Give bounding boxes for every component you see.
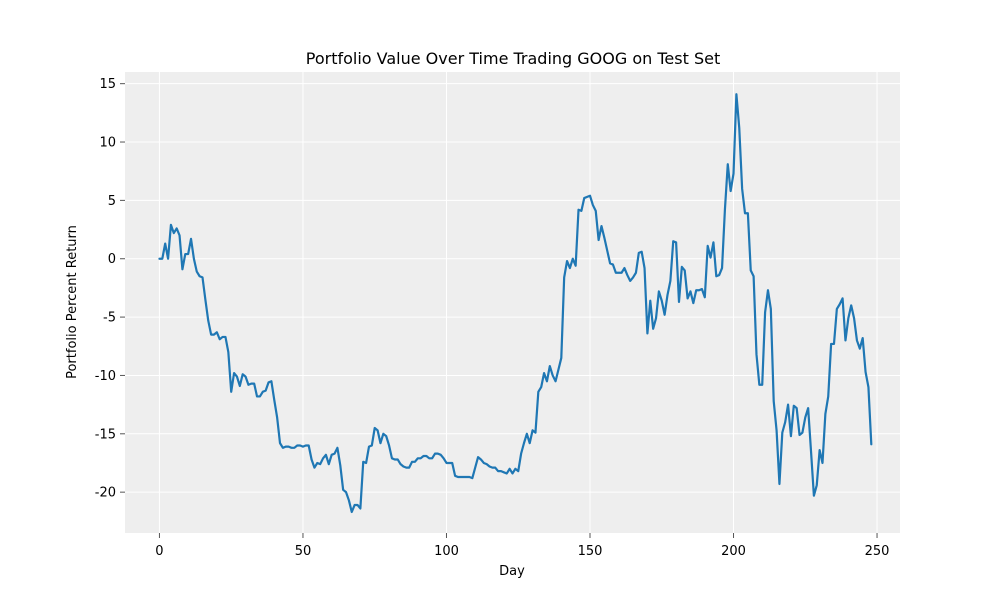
y-tick-label: -5 xyxy=(103,311,116,326)
series-line xyxy=(158,93,873,514)
x-axis-label: Day xyxy=(499,564,525,579)
plot-area xyxy=(125,72,900,533)
x-tick-label: 50 xyxy=(295,544,312,559)
y-tick-label: -20 xyxy=(95,486,116,501)
x-axis: 0 50 100 150 200 250 xyxy=(155,533,889,559)
x-tick-label: 0 xyxy=(155,544,163,559)
y-axis: -20 -15 -10 -5 0 5 10 15 xyxy=(95,77,125,501)
x-tick-label: 200 xyxy=(721,544,746,559)
y-tick-label: -15 xyxy=(95,427,116,442)
x-tick-label: 250 xyxy=(865,544,890,559)
chart-title: Portfolio Value Over Time Trading GOOG o… xyxy=(306,49,720,68)
series-layer xyxy=(158,93,873,514)
y-tick-label: 15 xyxy=(99,77,116,92)
y-tick-label: 5 xyxy=(108,194,116,209)
y-axis-label: Portfolio Percent Return xyxy=(65,225,80,379)
x-tick-label: 150 xyxy=(578,544,603,559)
y-tick-label: 10 xyxy=(99,136,116,151)
y-tick-label: 0 xyxy=(108,252,116,267)
y-tick-label: -10 xyxy=(95,369,116,384)
x-tick-label: 100 xyxy=(434,544,459,559)
